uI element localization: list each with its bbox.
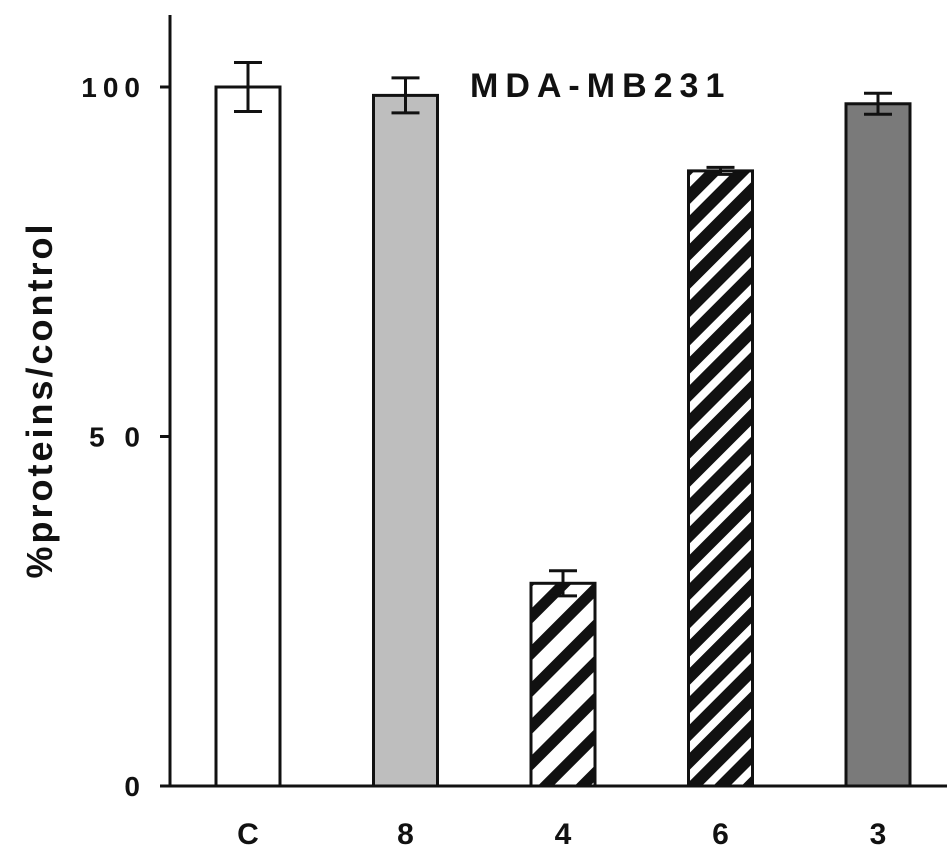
y-tick-label: 100 [81, 72, 146, 103]
y-tick-label: 5 0 [89, 422, 146, 453]
chart-title: MDA-MB231 [470, 67, 731, 105]
y-tick-label: 0 [124, 771, 146, 802]
error-bars-group [234, 61, 892, 598]
x-tick-label: 3 [870, 818, 887, 846]
x-tick-label: C [237, 818, 259, 846]
x-tick-label: 6 [712, 818, 729, 846]
x-tick-label: 8 [397, 818, 414, 846]
error-bar-8 [391, 76, 420, 115]
bar-3 [844, 102, 912, 788]
bar-6 [687, 169, 754, 788]
bar-8 [372, 93, 439, 788]
y-axis-title: %proteins/control [19, 221, 60, 578]
error-bar-6 [706, 165, 735, 176]
bars-group [214, 85, 912, 788]
x-tick-label: 4 [555, 818, 572, 846]
error-bar-C [234, 61, 262, 113]
y-axis-ticks: 0 5 0 100 [81, 72, 171, 802]
bar-4 [529, 581, 597, 788]
error-bar-4 [549, 569, 577, 598]
bar-C [214, 85, 282, 788]
x-axis-labels: C 8 4 6 3 [237, 818, 886, 846]
error-bar-3 [864, 91, 892, 116]
